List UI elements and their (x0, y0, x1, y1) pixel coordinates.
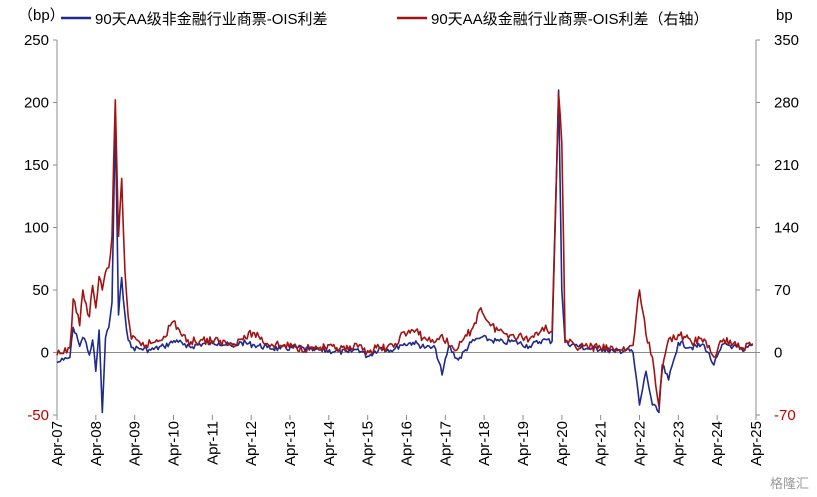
x-tick-label: Apr-20 (554, 421, 571, 466)
x-tick-label: Apr-21 (593, 421, 610, 466)
left-tick-label: 250 (24, 32, 49, 49)
x-tick-label: Apr-24 (709, 421, 726, 466)
x-axis-ticks: Apr-07 Apr-08 Apr-09 Apr-10 Apr-11 Apr-12 Apr-… (49, 415, 765, 466)
right-tick-label: 0 (774, 345, 782, 362)
x-tick-label: Apr-11 (204, 421, 221, 465)
series-line-nonfinancial (56, 89, 754, 414)
legend-label-financial: 90天AA级金融行业商票-OIS利差（右轴） (431, 11, 709, 28)
right-tick-label: -70 (774, 407, 796, 424)
x-tick-label: Apr-17 (437, 421, 454, 466)
right-axis-unit: bp (776, 7, 793, 24)
legend: 90天AA级非金融行业商票-OIS利差 90天AA级金融行业商票-OIS利差（右… (61, 11, 709, 28)
left-tick-label: 0 (41, 345, 49, 362)
right-tick-label: 350 (774, 32, 799, 49)
watermark-text: 格隆汇 (770, 476, 809, 491)
left-tick-label: -50 (27, 407, 49, 424)
x-tick-label: Apr-25 (748, 421, 765, 466)
x-tick-label: Apr-19 (515, 421, 532, 466)
x-tick-label: Apr-08 (88, 421, 105, 466)
x-tick-label: Apr-15 (360, 421, 377, 466)
left-tick-label: 200 (24, 95, 49, 112)
x-tick-label: Apr-10 (166, 421, 183, 466)
x-tick-label: Apr-18 (476, 421, 493, 466)
legend-label-nonfinancial: 90天AA级非金融行业商票-OIS利差 (95, 11, 328, 28)
x-tick-label: Apr-07 (49, 421, 66, 466)
right-tick-label: 140 (774, 220, 799, 237)
left-tick-label: 100 (24, 220, 49, 237)
x-tick-label: Apr-16 (399, 421, 416, 466)
right-tick-label: 70 (774, 282, 791, 299)
x-tick-label: Apr-12 (243, 421, 260, 466)
left-tick-label: 150 (24, 157, 49, 174)
x-tick-label: Apr-22 (632, 421, 649, 466)
series-line-financial (56, 92, 754, 407)
left-axis-ticks: -50 0 50 100 150 200 250 (24, 32, 57, 424)
x-tick-label: Apr-09 (127, 421, 144, 466)
right-tick-label: 210 (774, 157, 799, 174)
x-tick-label: Apr-23 (670, 421, 687, 466)
right-tick-label: 280 (774, 95, 799, 112)
right-axis-ticks: -70 0 70 140 210 280 350 (756, 32, 799, 424)
x-tick-label: Apr-13 (282, 421, 299, 466)
left-tick-label: 50 (32, 282, 49, 299)
x-tick-label: Apr-14 (321, 421, 338, 466)
left-axis-unit: （bp） (18, 7, 65, 24)
